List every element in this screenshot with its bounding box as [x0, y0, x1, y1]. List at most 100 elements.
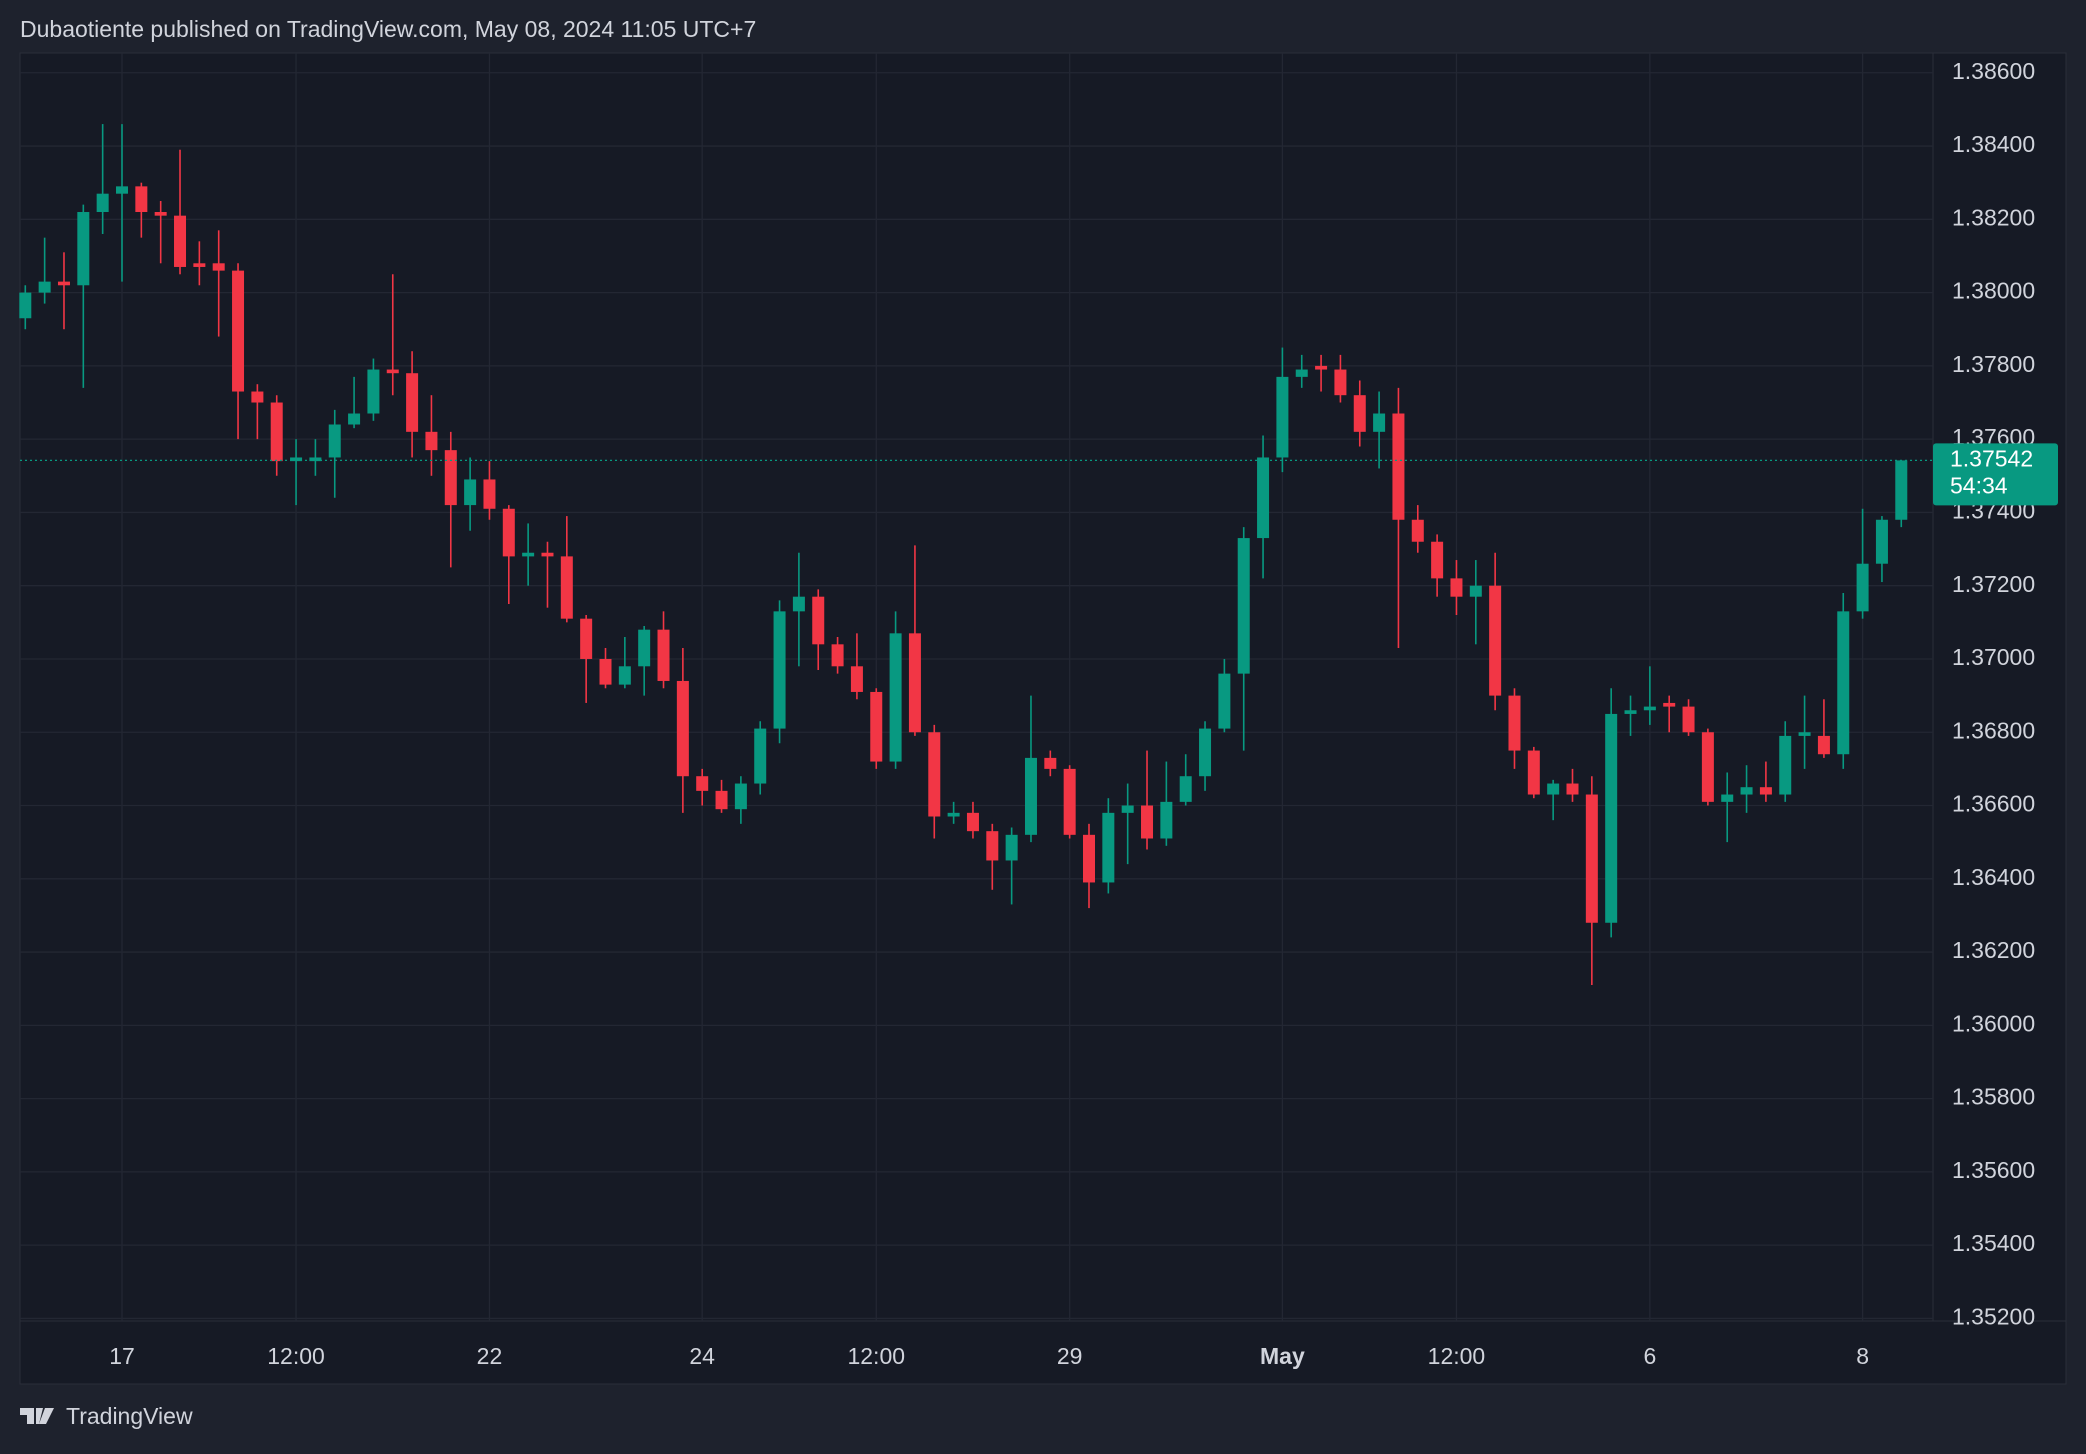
- last-price-label: 1.37542: [1950, 445, 2033, 471]
- y-tick-label: 1.36200: [1952, 937, 2035, 963]
- candle-body: [406, 373, 419, 432]
- candle-body: [1547, 783, 1560, 795]
- y-tick-label: 1.38600: [1952, 58, 2035, 84]
- candle-body: [251, 391, 264, 403]
- candle-body: [328, 424, 341, 458]
- candle-body: [1663, 702, 1676, 707]
- y-tick-label: 1.37800: [1952, 351, 2035, 377]
- candle-body: [1817, 735, 1830, 755]
- candle-body: [618, 666, 631, 685]
- candle-body: [1895, 460, 1908, 520]
- x-tick-label: 8: [1856, 1343, 1869, 1369]
- candle-body: [1740, 787, 1753, 795]
- candle-body: [1411, 519, 1424, 542]
- candle-body: [734, 783, 747, 810]
- candles: [19, 124, 1933, 986]
- y-tick-label: 1.36000: [1952, 1010, 2035, 1036]
- candle-body: [1295, 369, 1308, 377]
- candle-body: [1450, 578, 1463, 597]
- candle-body: [1063, 768, 1076, 835]
- x-tick-label: 22: [477, 1343, 503, 1369]
- candle-body: [1605, 713, 1618, 923]
- candle-body: [290, 457, 303, 462]
- x-tick-label: May: [1260, 1343, 1305, 1369]
- candle-body: [19, 292, 32, 319]
- candle-body: [1566, 783, 1579, 795]
- candle-body: [425, 431, 438, 451]
- candle-body: [1276, 376, 1289, 458]
- candle-body: [1102, 812, 1115, 883]
- candle-body: [38, 281, 51, 293]
- candle-body: [947, 812, 960, 817]
- last-price-box: [1933, 443, 2058, 506]
- candle-body: [116, 186, 128, 194]
- logo-icon: [20, 1408, 54, 1424]
- candle-body: [154, 212, 167, 216]
- candle-body: [1875, 519, 1888, 564]
- candle-body: [483, 479, 496, 509]
- x-tick-label: 17: [109, 1343, 135, 1369]
- candle-body: [1160, 801, 1173, 839]
- candle-body: [889, 633, 902, 762]
- candle-body: [1257, 457, 1270, 539]
- y-tick-label: 1.38000: [1952, 278, 2035, 304]
- candle-body: [348, 413, 361, 425]
- x-tick-label: 12:00: [267, 1343, 325, 1369]
- y-tick-label: 1.38400: [1952, 131, 2035, 157]
- candle-body: [696, 776, 709, 791]
- x-tick-label: 12:00: [847, 1343, 905, 1369]
- candle-body: [599, 658, 612, 685]
- candle-body: [193, 263, 206, 267]
- candle-body: [1489, 585, 1502, 696]
- candle-body: [792, 596, 805, 612]
- candle-body: [1044, 757, 1057, 769]
- candle-body: [1141, 805, 1154, 839]
- y-tick-label: 1.35600: [1952, 1157, 2035, 1183]
- candle-body: [174, 215, 187, 267]
- candle-body: [1005, 834, 1018, 861]
- candle-body: [1779, 735, 1792, 795]
- candle-body: [1837, 611, 1850, 755]
- candle-body: [1585, 794, 1598, 923]
- candle-body: [1527, 750, 1540, 795]
- candle-body: [580, 618, 593, 659]
- chart-frame: [19, 52, 2067, 1385]
- candle-body: [1431, 541, 1444, 579]
- candle-body: [1643, 706, 1656, 711]
- header: Dubaotiente published on TradingView.com…: [20, 16, 756, 42]
- candle-body: [464, 479, 477, 506]
- candle-body: [1798, 732, 1811, 736]
- y-tick-label: 1.37000: [1952, 644, 2035, 670]
- candle-body: [522, 552, 535, 557]
- candle-body: [1624, 710, 1637, 714]
- candle-body: [309, 457, 322, 462]
- candle-body: [1199, 728, 1212, 777]
- candle-body: [676, 680, 689, 777]
- candle-body: [1682, 706, 1695, 733]
- candle-body: [1218, 673, 1231, 729]
- candle-body: [386, 369, 399, 374]
- candle-body: [444, 450, 457, 506]
- logo: TradingView: [20, 1403, 193, 1429]
- candle-body: [135, 186, 148, 213]
- y-tick-label: 1.35200: [1952, 1304, 2035, 1330]
- candle-body: [638, 629, 651, 667]
- candle-body: [57, 281, 70, 286]
- y-tick-label: 1.36400: [1952, 864, 2035, 890]
- candle-body: [77, 212, 90, 286]
- candle-body: [1353, 395, 1366, 432]
- candle-body: [773, 611, 786, 729]
- brand: TradingView: [66, 1403, 193, 1429]
- candle-body: [1469, 585, 1482, 597]
- candle-body: [966, 812, 979, 832]
- axis-labels: 1.35200 1.35400 1.35600 1.35800 1.36000 1.362…: [109, 58, 2058, 1369]
- candle-body: [541, 552, 554, 557]
- candle-body: [1315, 365, 1328, 370]
- candle-body: [212, 263, 225, 271]
- candle-body: [1334, 369, 1347, 396]
- candle-body: [1121, 805, 1134, 813]
- candle-body: [657, 629, 670, 681]
- candle-body: [1179, 776, 1192, 802]
- candle-body: [812, 596, 825, 645]
